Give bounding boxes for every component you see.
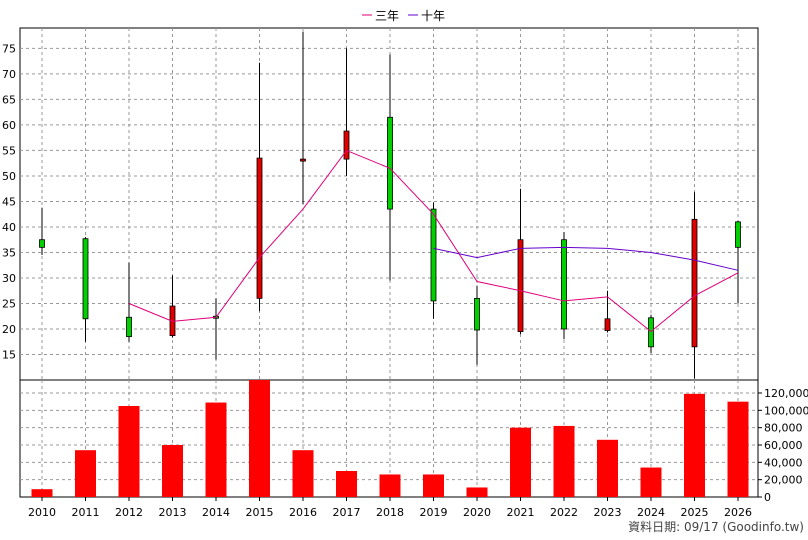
price-tick-label: 35: [2, 246, 16, 259]
volume-bar-2023: [597, 439, 618, 497]
x-tick-label: 2017: [333, 506, 361, 519]
volume-bar-2021: [510, 427, 531, 497]
x-tick-label: 2011: [72, 506, 100, 519]
candle-body-2012: [126, 316, 132, 338]
x-tick-label: 2013: [159, 506, 187, 519]
volume-bar-2017: [336, 471, 357, 497]
volume-bar-2011: [75, 450, 96, 497]
volume-bar-2010: [31, 489, 53, 497]
volume-bar-2018: [379, 474, 401, 497]
candle-body-2015: [256, 157, 263, 299]
price-tick-label: 40: [2, 221, 16, 234]
legend: 三年 十年: [362, 9, 445, 23]
price-tick-label: 65: [2, 93, 16, 106]
candle-body-2022: [561, 239, 567, 330]
volume-tick-label: 100,000: [764, 404, 808, 417]
price-tick-label: 75: [2, 42, 16, 55]
price-tick-label: 70: [2, 68, 16, 81]
legend-label-3y: 三年: [375, 9, 399, 23]
x-tick-label: 2024: [637, 506, 665, 519]
candle-body-2020: [474, 297, 480, 331]
volume-panel: 0 20,000 40,000 60,000 80,000 100,000 120,000: [19, 379, 808, 504]
volume-bar-2016: [292, 450, 314, 497]
volume-bar-2022: [553, 425, 575, 497]
volume-bar-2019: [423, 474, 444, 497]
x-tick-label: 2025: [681, 506, 709, 519]
line-series-10y: [433, 246, 739, 271]
price-tick-label: 20: [2, 323, 16, 336]
x-tick-label: 2023: [594, 506, 622, 519]
price-tick-label: 15: [2, 348, 16, 361]
volume-tick-label: 20,000: [764, 474, 803, 487]
footer-source: 資料日期: 09/17 (Goodinfo.tw): [628, 520, 804, 534]
volume-bar-2013: [162, 445, 183, 497]
x-tick-label: 2014: [202, 506, 230, 519]
x-tick-label: 2022: [550, 506, 578, 519]
volume-bar-2020: [466, 487, 488, 497]
volume-tick-label: 80,000: [764, 422, 803, 435]
x-tick-label: 2018: [376, 506, 404, 519]
x-tick-label: 2019: [420, 506, 448, 519]
volume-bar-2015: [249, 380, 270, 497]
volume-tick-label: 40,000: [764, 456, 803, 469]
legend-label-10y: 十年: [421, 9, 445, 23]
candle-body-2021: [517, 239, 524, 332]
volume-axis-ticks: 0 20,000 40,000 60,000 80,000 100,000 120,000: [758, 387, 808, 504]
line-series-3y: [128, 149, 739, 333]
volume-bars: [31, 380, 749, 497]
candle-body-2024: [648, 317, 654, 348]
candle-body-2017: [343, 130, 350, 160]
price-tick-label: 60: [2, 119, 16, 132]
volume-bar-2025: [684, 393, 705, 497]
volume-bar-2014: [205, 402, 227, 497]
candle-body-2019: [430, 208, 437, 302]
price-axis-ticks: 15 20 25 30 35 40 45 50 55 60 65 70 75: [2, 42, 16, 361]
moving-average-lines: [128, 149, 739, 333]
price-tick-label: 55: [2, 144, 16, 157]
x-tick-label: 2010: [28, 506, 56, 519]
candle-body-2011: [82, 238, 89, 320]
x-tick-label: 2020: [463, 506, 491, 519]
volume-bar-2024: [640, 467, 662, 497]
candlesticks: [39, 31, 741, 379]
x-tick-label: 2016: [289, 506, 317, 519]
x-axis-ticks: 2010 2011 2012 2013 2014 2015 2016 2017 2018 2019…: [28, 497, 752, 519]
price-tick-label: 45: [2, 195, 16, 208]
candle-body-2023: [604, 318, 611, 331]
price-tick-label: 50: [2, 170, 16, 183]
price-panel: 15 20 25 30 35 40 45 50 55 60 65 70 75: [2, 27, 759, 381]
x-tick-label: 2015: [246, 506, 274, 519]
volume-tick-label: 0: [764, 491, 771, 504]
price-tick-label: 30: [2, 272, 16, 285]
x-tick-label: 2026: [724, 506, 752, 519]
candle-body-2010: [39, 239, 45, 248]
candle-body-2018: [387, 116, 393, 210]
volume-gridlines: [20, 380, 758, 497]
candle-body-2016: [300, 158, 306, 162]
volume-bar-2012: [118, 406, 140, 497]
price-gridlines: [20, 28, 758, 380]
candle-body-2026: [735, 221, 741, 248]
x-tick-label: 2021: [507, 506, 535, 519]
x-tick-label: 2012: [115, 506, 143, 519]
price-tick-label: 25: [2, 297, 16, 310]
volume-tick-label: 60,000: [764, 439, 803, 452]
candle-body-2025: [691, 218, 698, 348]
volume-bar-2026: [727, 401, 749, 497]
volume-tick-label: 120,000: [764, 387, 808, 400]
